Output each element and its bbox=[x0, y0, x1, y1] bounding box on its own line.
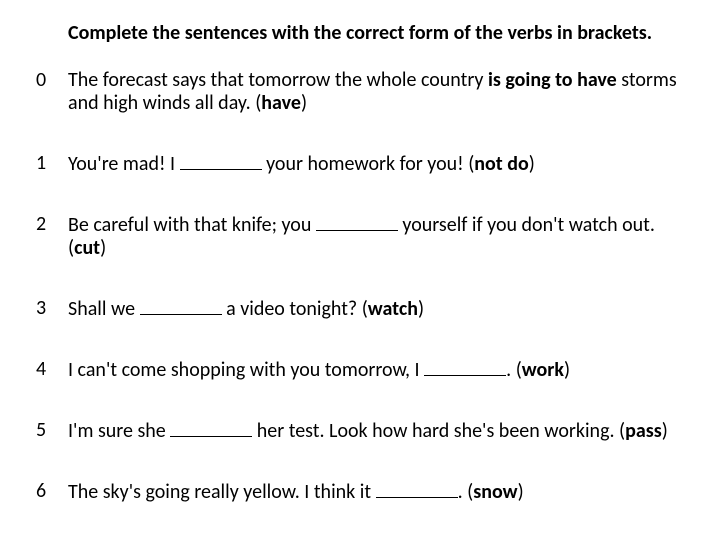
sentence-pre: The forecast says that tomorrow the whol… bbox=[68, 68, 488, 92]
sentence-pre: Be careful with that knife; you bbox=[68, 213, 316, 237]
sentence-close: ) bbox=[662, 419, 668, 443]
sentence-pre: You're mad! I bbox=[68, 152, 180, 176]
sentence-close: ) bbox=[418, 297, 424, 321]
sentence-pre: I can't come shopping with you tomorrow,… bbox=[68, 358, 424, 382]
sentence-close: ) bbox=[301, 91, 307, 115]
verb-hint: pass bbox=[625, 419, 662, 443]
exercise-item: 6 The sky's going really yellow. I think… bbox=[36, 480, 684, 504]
verb-hint: watch bbox=[368, 297, 418, 321]
item-number: 1 bbox=[36, 152, 68, 175]
sentence-close: ) bbox=[518, 480, 524, 504]
sentence-post: your homework for you! ( bbox=[262, 152, 475, 176]
sentence-post: . ( bbox=[506, 358, 522, 382]
item-text: The sky's going really yellow. I think i… bbox=[68, 480, 684, 504]
blank-field[interactable] bbox=[376, 480, 458, 498]
sentence-pre: Shall we bbox=[68, 297, 140, 321]
blank-field[interactable] bbox=[170, 419, 252, 437]
item-text: I can't come shopping with you tomorrow,… bbox=[68, 358, 684, 382]
item-number: 6 bbox=[36, 480, 68, 503]
item-number: 4 bbox=[36, 358, 68, 381]
exercise-item: 1 You're mad! I your homework for you! (… bbox=[36, 152, 684, 176]
exercise-item: 0 The forecast says that tomorrow the wh… bbox=[36, 69, 684, 115]
sentence-pre: The sky's going really yellow. I think i… bbox=[68, 480, 376, 504]
example-answer: is going to have bbox=[488, 68, 617, 92]
verb-hint: cut bbox=[74, 236, 100, 260]
item-text: The forecast says that tomorrow the whol… bbox=[68, 69, 684, 115]
exercise-item: 2 Be careful with that knife; you yourse… bbox=[36, 213, 684, 260]
sentence-close: ) bbox=[529, 152, 535, 176]
item-text: Shall we a video tonight? (watch) bbox=[68, 297, 684, 321]
exercise-item: 4 I can't come shopping with you tomorro… bbox=[36, 358, 684, 382]
exercise-item: 3 Shall we a video tonight? (watch) bbox=[36, 297, 684, 321]
item-number: 2 bbox=[36, 213, 68, 236]
item-number: 5 bbox=[36, 419, 68, 442]
sentence-post: . ( bbox=[458, 480, 474, 504]
blank-field[interactable] bbox=[424, 358, 506, 376]
verb-hint: not do bbox=[474, 152, 528, 176]
item-number: 0 bbox=[36, 69, 68, 92]
verb-hint: have bbox=[261, 91, 301, 115]
exercise-item: 5 I'm sure she her test. Look how hard s… bbox=[36, 419, 684, 443]
item-number: 3 bbox=[36, 297, 68, 320]
instruction-text: Complete the sentences with the correct … bbox=[68, 22, 684, 45]
sentence-post: her test. Look how hard she's been worki… bbox=[252, 419, 625, 443]
sentence-post: a video tonight? ( bbox=[222, 297, 368, 321]
item-text: Be careful with that knife; you yourself… bbox=[68, 213, 684, 260]
item-text: You're mad! I your homework for you! (no… bbox=[68, 152, 684, 176]
verb-hint: snow bbox=[473, 480, 517, 504]
sentence-close: ) bbox=[100, 236, 106, 260]
sentence-close: ) bbox=[564, 358, 570, 382]
blank-field[interactable] bbox=[140, 297, 222, 315]
blank-field[interactable] bbox=[316, 213, 398, 231]
verb-hint: work bbox=[522, 358, 564, 382]
sentence-pre: I'm sure she bbox=[68, 419, 170, 443]
blank-field[interactable] bbox=[180, 152, 262, 170]
item-text: I'm sure she her test. Look how hard she… bbox=[68, 419, 684, 443]
